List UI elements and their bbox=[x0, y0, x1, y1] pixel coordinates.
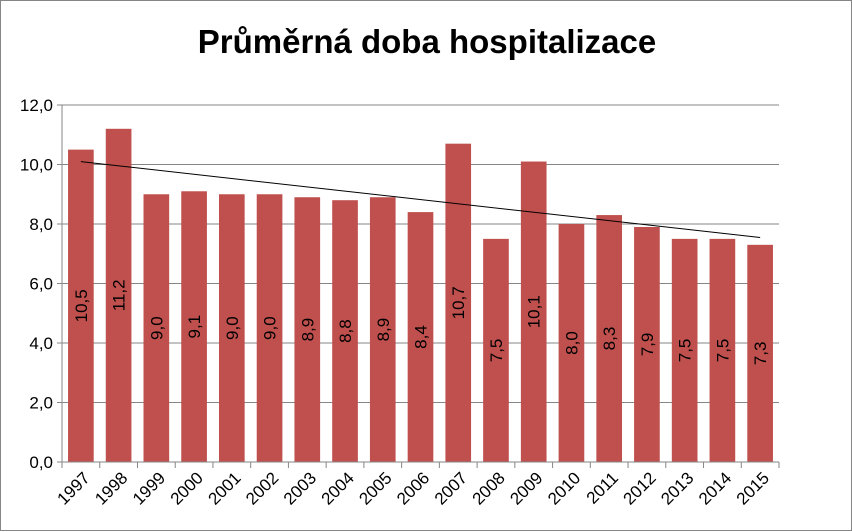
x-tick-label: 2002 bbox=[242, 468, 282, 508]
x-tick-label: 2001 bbox=[204, 468, 244, 508]
data-label: 7,3 bbox=[751, 342, 770, 366]
bar-2002 bbox=[256, 194, 283, 462]
x-tick-label: 2008 bbox=[469, 468, 509, 508]
data-label: 9,0 bbox=[223, 316, 242, 340]
y-tick-label: 2,0 bbox=[29, 394, 53, 413]
bar-2014 bbox=[709, 238, 736, 462]
chart-title: Průměrná doba hospitalizace bbox=[198, 23, 656, 60]
bar-2005 bbox=[369, 197, 396, 462]
y-tick-label: 8,0 bbox=[29, 215, 53, 234]
x-tick-label: 2012 bbox=[620, 468, 660, 508]
data-label: 9,0 bbox=[147, 316, 166, 340]
bar-2001 bbox=[218, 194, 245, 462]
data-label: 10,7 bbox=[449, 286, 468, 319]
x-tick-label: 2003 bbox=[280, 468, 320, 508]
x-tick-label: 2010 bbox=[544, 468, 584, 508]
data-label: 10,1 bbox=[525, 295, 544, 328]
bar-2008 bbox=[483, 238, 509, 462]
bar-2011 bbox=[596, 215, 623, 462]
bar-2012 bbox=[634, 226, 660, 462]
data-label: 9,0 bbox=[261, 316, 280, 340]
data-label: 7,5 bbox=[713, 339, 732, 363]
bar-2013 bbox=[671, 238, 698, 462]
bar-2010 bbox=[558, 224, 585, 462]
x-tick-label: 2005 bbox=[355, 468, 395, 508]
x-tick-label: 2006 bbox=[393, 468, 433, 508]
data-label: 8,9 bbox=[374, 318, 393, 342]
bar-1999 bbox=[143, 194, 170, 462]
bar-series bbox=[68, 128, 773, 463]
y-tick-label: 6,0 bbox=[29, 275, 53, 294]
data-label: 7,9 bbox=[638, 333, 657, 357]
data-label: 8,0 bbox=[562, 331, 581, 355]
trendline bbox=[80, 161, 761, 239]
bar-2004 bbox=[332, 200, 358, 462]
x-tick-label: 2009 bbox=[506, 468, 546, 508]
trendline-layer bbox=[80, 161, 761, 239]
y-tick-label: 4,0 bbox=[29, 334, 53, 353]
axes: 0,02,04,06,08,010,012,019971998199920002… bbox=[20, 96, 780, 509]
data-label: 7,5 bbox=[676, 339, 695, 363]
x-tick-label: 2013 bbox=[657, 468, 697, 508]
x-tick-label: 1999 bbox=[129, 468, 169, 508]
data-label: 8,3 bbox=[600, 327, 619, 351]
data-label: 8,4 bbox=[412, 325, 431, 349]
x-tick-label: 2000 bbox=[167, 468, 207, 508]
data-label: 9,1 bbox=[185, 315, 204, 339]
bar-2000 bbox=[181, 191, 207, 462]
y-tick-label: 0,0 bbox=[29, 453, 53, 472]
x-tick-label: 2014 bbox=[695, 468, 735, 508]
y-tick-label: 12,0 bbox=[20, 96, 53, 115]
bar-2006 bbox=[407, 212, 434, 462]
data-label: 8,9 bbox=[298, 318, 317, 342]
x-tick-label: 1998 bbox=[91, 468, 131, 508]
bar-1997 bbox=[68, 149, 94, 462]
bar-2015 bbox=[747, 244, 773, 462]
data-label: 8,8 bbox=[336, 319, 355, 343]
bar-2003 bbox=[294, 197, 321, 462]
x-tick-label: 1997 bbox=[54, 468, 94, 508]
x-tick-label: 2015 bbox=[733, 468, 773, 508]
x-tick-label: 2004 bbox=[318, 468, 358, 508]
y-tick-label: 10,0 bbox=[20, 156, 53, 175]
data-labels: 10,5 11,2 9,0 9,1 9,0 9,0 8,9 8,8 8,9 8,4 10,7 7,5 1… bbox=[72, 279, 770, 365]
data-label: 7,5 bbox=[487, 339, 506, 363]
data-label: 10,5 bbox=[72, 289, 91, 322]
data-label: 11,2 bbox=[110, 279, 129, 311]
bar-2007 bbox=[445, 143, 472, 463]
x-tick-label: 2007 bbox=[431, 468, 471, 508]
bar-1998 bbox=[105, 128, 132, 463]
x-tick-label: 2011 bbox=[583, 468, 622, 507]
